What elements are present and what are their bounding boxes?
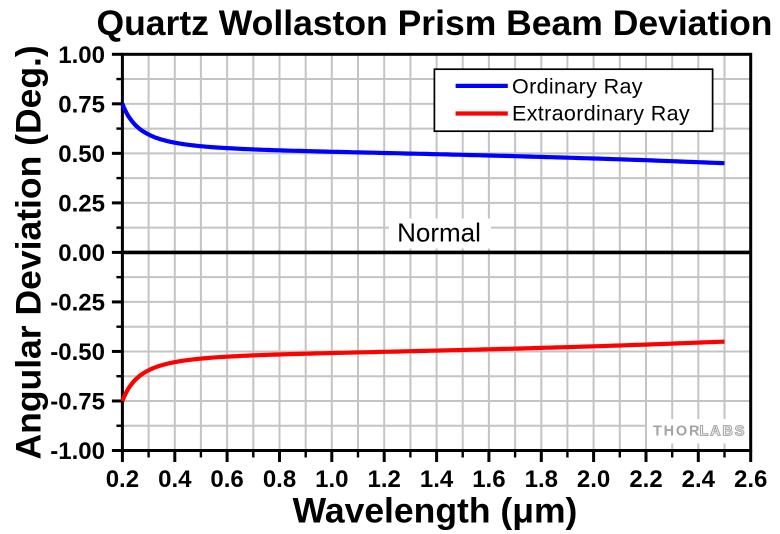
svg-text:Wavelength (μm): Wavelength (μm): [293, 491, 578, 531]
svg-text:0.8: 0.8: [263, 466, 296, 493]
svg-text:2.0: 2.0: [577, 466, 610, 493]
svg-text:0.75: 0.75: [58, 91, 105, 118]
svg-text:1.6: 1.6: [472, 466, 505, 493]
svg-text:2.4: 2.4: [682, 466, 716, 493]
svg-text:1.4: 1.4: [420, 466, 454, 493]
svg-text:THOR: THOR: [653, 424, 701, 440]
svg-text:0.4: 0.4: [158, 466, 192, 493]
svg-text:2.6: 2.6: [734, 466, 767, 493]
svg-text:Quartz Wollaston Prism Beam De: Quartz Wollaston Prism Beam Deviation: [97, 3, 773, 43]
svg-text:LABS: LABS: [700, 424, 747, 440]
svg-text:-1.00: -1.00: [50, 438, 105, 465]
svg-text:Normal: Normal: [397, 218, 481, 248]
svg-text:1.0: 1.0: [315, 466, 348, 493]
svg-text:-0.75: -0.75: [50, 389, 105, 416]
svg-text:0.2: 0.2: [106, 466, 139, 493]
svg-text:1.8: 1.8: [525, 466, 558, 493]
svg-text:Ordinary Ray: Ordinary Ray: [512, 75, 643, 99]
svg-text:0.25: 0.25: [58, 190, 105, 217]
svg-text:Extraordinary Ray: Extraordinary Ray: [512, 102, 690, 126]
svg-text:Angular Deviation (Deg.): Angular Deviation (Deg.): [9, 45, 49, 459]
svg-text:-0.25: -0.25: [50, 289, 105, 316]
svg-text:1.00: 1.00: [58, 42, 105, 69]
svg-text:0.50: 0.50: [58, 141, 105, 168]
svg-text:2.2: 2.2: [629, 466, 662, 493]
svg-text:0.6: 0.6: [210, 466, 243, 493]
svg-text:0.00: 0.00: [58, 240, 105, 267]
svg-text:1.2: 1.2: [368, 466, 401, 493]
svg-text:-0.50: -0.50: [50, 339, 105, 366]
